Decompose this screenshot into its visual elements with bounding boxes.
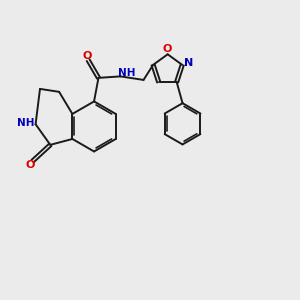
- Text: NH: NH: [17, 118, 35, 128]
- Text: O: O: [162, 44, 172, 54]
- Text: O: O: [26, 160, 35, 170]
- Text: NH: NH: [118, 68, 136, 78]
- Text: N: N: [184, 58, 193, 68]
- Text: O: O: [82, 51, 92, 62]
